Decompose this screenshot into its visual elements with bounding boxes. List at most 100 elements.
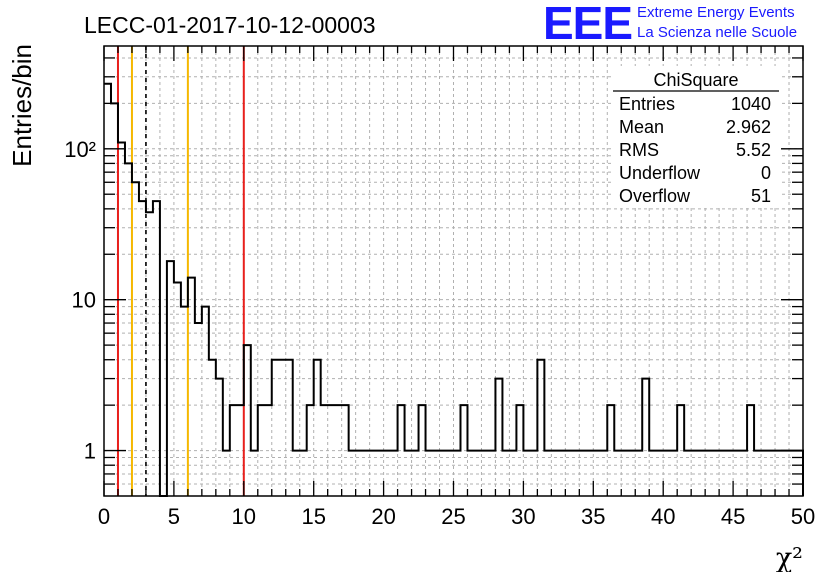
histogram-bin bbox=[237, 405, 244, 496]
histogram-bin bbox=[356, 451, 363, 496]
histogram-step-line bbox=[104, 82, 804, 497]
histogram-bin bbox=[139, 201, 146, 496]
x-tick-label: 0 bbox=[98, 504, 110, 529]
stats-row-value: 0 bbox=[761, 163, 771, 183]
x-axis-label: χ² bbox=[776, 543, 803, 572]
histogram-bin bbox=[544, 451, 551, 496]
histogram-bin bbox=[621, 451, 628, 496]
histogram-bin bbox=[272, 360, 279, 496]
histogram-bin bbox=[384, 451, 391, 496]
stats-row-label: Overflow bbox=[619, 186, 691, 206]
x-tick-label: 35 bbox=[581, 504, 605, 529]
y-axis-label: Entries/bin bbox=[7, 44, 37, 167]
histogram-bins bbox=[104, 82, 804, 497]
x-tick-label: 5 bbox=[168, 504, 180, 529]
histogram-bin bbox=[174, 282, 181, 496]
histogram-bin bbox=[307, 405, 314, 496]
histogram-bin bbox=[698, 451, 705, 496]
histogram-bin bbox=[104, 84, 111, 496]
stats-row-value: 5.52 bbox=[736, 140, 771, 160]
histogram-bin bbox=[286, 360, 293, 496]
histogram-bin bbox=[565, 451, 572, 496]
histogram-bin bbox=[663, 451, 670, 496]
histogram-bin bbox=[167, 261, 174, 496]
histogram-bin bbox=[188, 278, 195, 496]
histogram-bin bbox=[614, 451, 621, 496]
x-tick-label: 10 bbox=[232, 504, 256, 529]
histogram-bin bbox=[460, 405, 467, 496]
histogram-bin bbox=[502, 451, 509, 496]
histogram-bin bbox=[656, 451, 663, 496]
histogram-bin bbox=[586, 451, 593, 496]
chart-title: LECC-01-2017-10-12-00003 bbox=[84, 12, 376, 38]
eee-logo: EEE Extreme Energy Events La Scienza nel… bbox=[543, 0, 833, 48]
histogram-bin bbox=[481, 451, 488, 496]
histogram-bin bbox=[635, 451, 642, 496]
histogram-bin bbox=[447, 451, 454, 496]
histogram-bin bbox=[516, 405, 523, 496]
histogram-bin bbox=[265, 405, 272, 496]
histogram-bin bbox=[593, 451, 600, 496]
histogram-bin bbox=[712, 451, 719, 496]
histogram-bin bbox=[775, 451, 782, 496]
histogram-bin bbox=[649, 451, 656, 496]
histogram-bin bbox=[670, 451, 677, 496]
histogram-bin bbox=[328, 405, 335, 496]
histogram-bin bbox=[607, 405, 614, 496]
histogram-bin bbox=[705, 451, 712, 496]
histogram-bin bbox=[488, 451, 495, 496]
histogram-bin bbox=[293, 451, 300, 496]
histogram-bin bbox=[405, 451, 412, 496]
stats-row-label: RMS bbox=[619, 140, 659, 160]
y-tick-label: 10² bbox=[64, 137, 96, 162]
histogram-bin bbox=[433, 451, 440, 496]
histogram-bin bbox=[202, 307, 209, 496]
histogram-bin bbox=[691, 451, 698, 496]
x-tick-label: 25 bbox=[441, 504, 465, 529]
histogram-bin bbox=[132, 182, 139, 496]
x-tick-label: 15 bbox=[301, 504, 325, 529]
histogram-bin bbox=[454, 451, 461, 496]
histogram-bin bbox=[572, 451, 579, 496]
histogram-bin bbox=[125, 163, 132, 496]
histogram-bin bbox=[782, 451, 789, 496]
histogram-bin bbox=[740, 451, 747, 496]
logo-line-2: La Scienza nelle Scuole bbox=[637, 24, 798, 41]
stats-row-value: 51 bbox=[751, 186, 771, 206]
stats-box: ChiSquare Entries 1040 Mean 2.962 RMS 5.52 Unde… bbox=[613, 66, 779, 208]
histogram-bin bbox=[768, 451, 775, 496]
histogram-bin bbox=[230, 405, 237, 496]
histogram-bin bbox=[628, 451, 635, 496]
histogram-bin bbox=[761, 451, 768, 496]
stats-row-label: Mean bbox=[619, 117, 664, 137]
histogram-bin bbox=[426, 451, 433, 496]
histogram-bin bbox=[244, 345, 251, 496]
stats-row-label: Entries bbox=[619, 94, 675, 114]
histogram-bin bbox=[377, 451, 384, 496]
histogram-bin bbox=[223, 451, 230, 496]
histogram-bin bbox=[600, 451, 607, 496]
histogram-bin bbox=[579, 451, 586, 496]
histogram-bin bbox=[440, 451, 447, 496]
histogram-bin bbox=[335, 405, 342, 496]
histogram-bin bbox=[195, 323, 202, 496]
histogram-bin bbox=[153, 201, 160, 496]
logo-line-1: Extreme Energy Events bbox=[637, 4, 795, 21]
histogram-bin bbox=[754, 451, 761, 496]
stats-row-value: 1040 bbox=[731, 94, 771, 114]
histogram-bin bbox=[419, 405, 426, 496]
x-tick-label: 30 bbox=[511, 504, 535, 529]
histogram-bin bbox=[509, 451, 516, 496]
histogram-bin bbox=[300, 451, 307, 496]
x-tick-label: 45 bbox=[721, 504, 745, 529]
histogram-bin bbox=[181, 307, 188, 496]
logo-mark: EEE bbox=[543, 0, 633, 49]
histogram-bin bbox=[391, 451, 398, 496]
histogram-bin bbox=[719, 451, 726, 496]
histogram-bin bbox=[558, 451, 565, 496]
histogram-bin bbox=[258, 405, 265, 496]
y-tick-label: 1 bbox=[84, 439, 96, 464]
histogram-bin bbox=[349, 451, 356, 496]
